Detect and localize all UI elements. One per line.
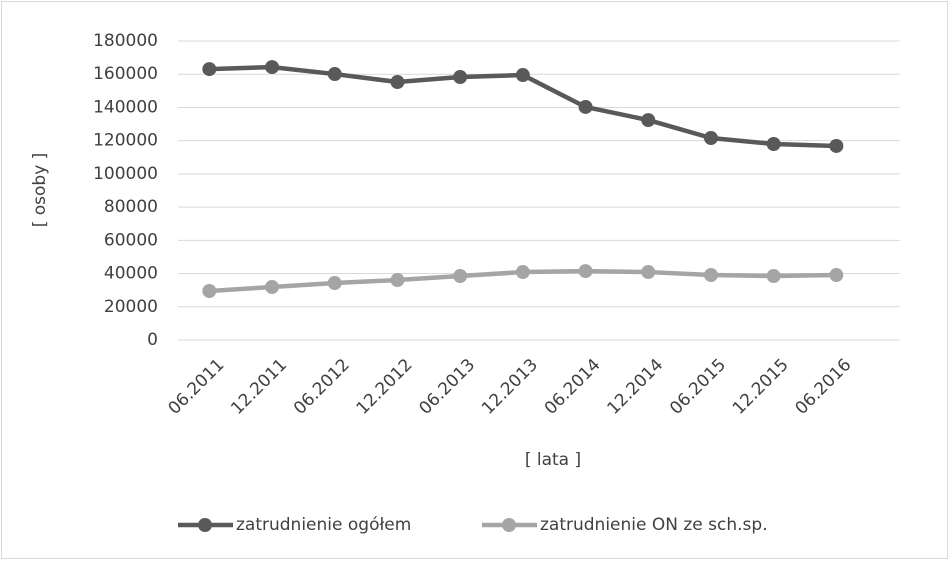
- legend-marker: [198, 518, 212, 532]
- legend-label: zatrudnienie ON ze sch.sp.: [540, 515, 768, 535]
- data-point: [327, 276, 342, 291]
- data-point: [265, 280, 280, 295]
- y-tick-label: 60000: [104, 230, 158, 250]
- y-tick-label: 20000: [104, 297, 158, 317]
- data-point: [641, 113, 656, 128]
- y-tick-label: 140000: [93, 97, 158, 117]
- y-axis-label: [ osoby ]: [30, 153, 50, 228]
- y-tick-label: 180000: [93, 31, 158, 51]
- y-tick-label: 0: [147, 330, 158, 350]
- data-point: [766, 136, 781, 151]
- data-point: [265, 60, 280, 75]
- data-point: [703, 131, 718, 146]
- data-point: [515, 265, 530, 280]
- data-point: [327, 67, 342, 82]
- data-point: [641, 265, 656, 280]
- data-point: [453, 70, 468, 85]
- data-point: [390, 75, 405, 90]
- y-tick-label: 100000: [93, 164, 158, 184]
- data-point: [578, 264, 593, 279]
- legend-label: zatrudnienie ogółem: [236, 515, 411, 535]
- y-tick-label: 40000: [104, 264, 158, 284]
- data-point: [829, 138, 844, 153]
- y-tick-label: 160000: [93, 64, 158, 84]
- data-point: [766, 269, 781, 284]
- y-tick-label: 120000: [93, 131, 158, 151]
- y-tick-label: 80000: [104, 197, 158, 217]
- data-point: [390, 273, 405, 288]
- x-axis-label: [ lata ]: [525, 450, 581, 470]
- data-point: [829, 268, 844, 283]
- data-point: [703, 268, 718, 283]
- data-point: [515, 68, 530, 83]
- data-point: [202, 62, 217, 77]
- data-point: [453, 269, 468, 284]
- data-point: [578, 99, 593, 114]
- legend-marker: [502, 518, 516, 532]
- data-point: [202, 283, 217, 298]
